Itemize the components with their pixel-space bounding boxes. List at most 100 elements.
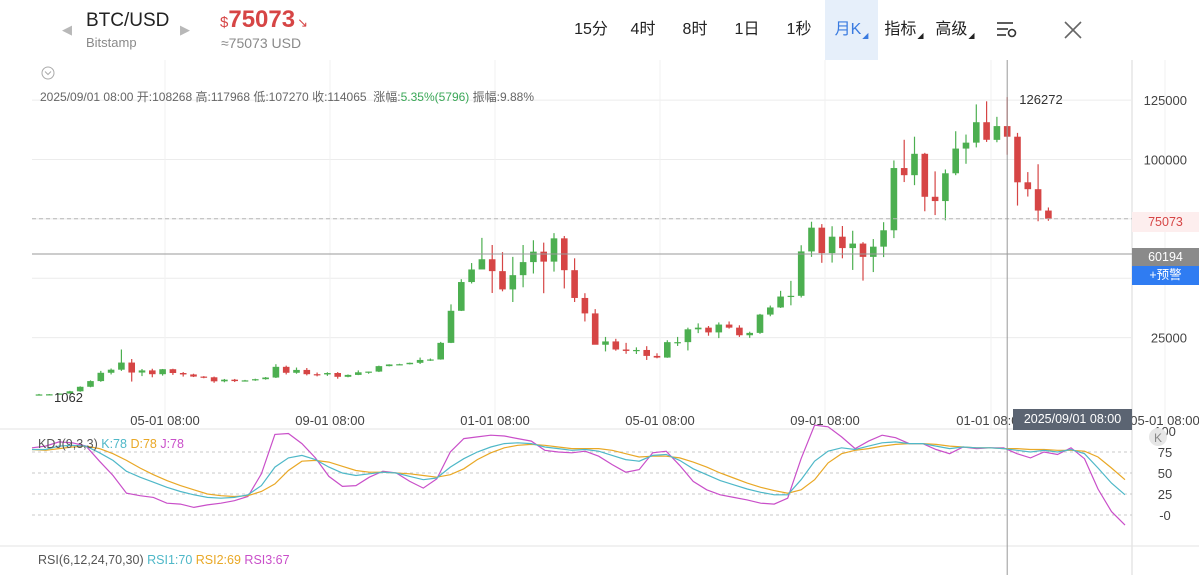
ohlc-close: 收:114065 [312, 90, 367, 104]
candle-body [890, 168, 898, 231]
max-price-label: 126272 [1019, 92, 1062, 107]
rsi3-value: RSI3:67 [244, 553, 290, 567]
candle-body [355, 372, 362, 375]
candle-body [684, 329, 692, 343]
x-tick-label: 05-01 08:00 [625, 413, 694, 428]
crosshair-time-tag: 2025/09/01 08:00 [1013, 409, 1132, 430]
tab-8h[interactable]: 8时 [672, 0, 718, 60]
tab-1d[interactable]: 1日 [724, 0, 770, 60]
tab-1s[interactable]: 1秒 [776, 0, 822, 60]
last-price: $75073 ↘ [220, 6, 308, 34]
candle-body [488, 259, 496, 272]
candle-body [746, 332, 753, 336]
collapse-icon-chevron [44, 71, 52, 76]
symbol-name: BTC/USD [86, 10, 170, 31]
candle-body [839, 236, 846, 249]
tab-advanced[interactable]: 高级◢ [931, 0, 979, 60]
candle-body [777, 296, 784, 308]
candle-body [1045, 210, 1052, 219]
candle-body [221, 379, 228, 382]
last-price-tag: 75073 [1132, 212, 1199, 232]
candle-body [725, 324, 733, 328]
candle-body [324, 373, 331, 375]
min-price-label: 1062 [54, 390, 83, 405]
x-tick-label: 09-01 08:00 [295, 413, 364, 428]
tab-monthly[interactable]: 月K◢ [825, 0, 878, 60]
tab-label: 4时 [630, 21, 656, 38]
candle-body [149, 370, 156, 375]
candle-body [396, 364, 403, 366]
tab-label: 高级 [935, 21, 968, 38]
kdj-d-value: D:78 [130, 437, 157, 451]
candle-body [313, 374, 321, 376]
candle-body [499, 271, 506, 290]
candle-body [303, 369, 311, 375]
candle-body [1024, 182, 1032, 190]
candle-body [179, 373, 187, 375]
kdj-tick-label: 50 [1158, 466, 1172, 481]
tab-indicators[interactable]: 指标◢ [880, 0, 928, 60]
candle-body [365, 371, 372, 373]
kdj-legend: KDJ(9,3,3) K:78 D:78 J:78 [38, 437, 184, 451]
candle-body [581, 297, 589, 314]
candle-body [519, 262, 527, 276]
rsi-legend: RSI(6,12,24,70,30) RSI1:70 RSI2:69 RSI3:… [38, 553, 290, 567]
ohlc-date: 2025/09/01 08:00 [40, 90, 134, 104]
candle-body [767, 307, 774, 315]
candle-body [705, 327, 712, 333]
candle-body [715, 324, 723, 333]
candle-body [643, 349, 650, 356]
rsi-name: RSI(6,12,24,70,30) [38, 553, 144, 567]
candle-body [797, 251, 805, 296]
candle-body [190, 374, 197, 377]
candle-body [138, 370, 146, 373]
tab-label: 月K [834, 21, 862, 38]
candle-body [962, 142, 970, 149]
candle-body [46, 394, 53, 396]
prev-symbol-icon[interactable]: ◀ [62, 22, 72, 37]
candle-body [406, 362, 414, 365]
rsi1-value: RSI1:70 [147, 553, 193, 567]
candle-body [530, 251, 537, 263]
kdj-j-line [31, 424, 1126, 526]
candle-body [66, 391, 74, 394]
candle-body [787, 295, 795, 298]
candle-body [87, 381, 94, 387]
tab-4h[interactable]: 4时 [620, 0, 666, 60]
candle-body [458, 282, 465, 311]
candle-body [674, 342, 681, 344]
ohlc-high: 高:117968 [195, 90, 251, 104]
candle-body [911, 153, 918, 176]
candle-body [56, 393, 63, 395]
candle-body [118, 362, 125, 370]
dropdown-triangle-icon: ◢ [917, 31, 924, 40]
dropdown-triangle-icon: ◢ [968, 31, 975, 40]
candle-body [993, 126, 1001, 140]
candle-body [880, 230, 887, 247]
chart-settings-icon[interactable] [996, 20, 1018, 40]
tab-label: 1秒 [786, 21, 812, 38]
price-chart[interactable]: 25000500007500010000012500005-01 08:0009… [0, 60, 1199, 575]
candle-body [900, 168, 908, 176]
tab-label: 15分 [574, 21, 608, 38]
candle-body [468, 269, 475, 283]
candle-body [159, 369, 166, 375]
candle-body [169, 369, 177, 374]
candle-body [870, 246, 877, 257]
candle-body [416, 359, 424, 363]
candle-body [427, 359, 434, 361]
close-icon[interactable] [1064, 21, 1082, 39]
add-alert-button[interactable]: +预警 [1132, 266, 1199, 285]
x-tick-label: 05-01 08:00 [1130, 413, 1199, 428]
kdj-d-line [31, 443, 1126, 498]
currency-symbol: $ [220, 14, 229, 31]
candle-body [756, 314, 764, 333]
next-symbol-icon[interactable]: ▶ [180, 22, 190, 37]
tab-15m[interactable]: 15分 [568, 0, 614, 60]
candle-body [633, 349, 640, 352]
x-tick-label: 01-01 08:00 [460, 413, 529, 428]
ohlc-amplitude: 振幅:9.88% [472, 90, 535, 104]
ohlc-open: 开:108268 [136, 90, 193, 104]
candle-body [210, 377, 218, 382]
candle-body [859, 243, 867, 257]
